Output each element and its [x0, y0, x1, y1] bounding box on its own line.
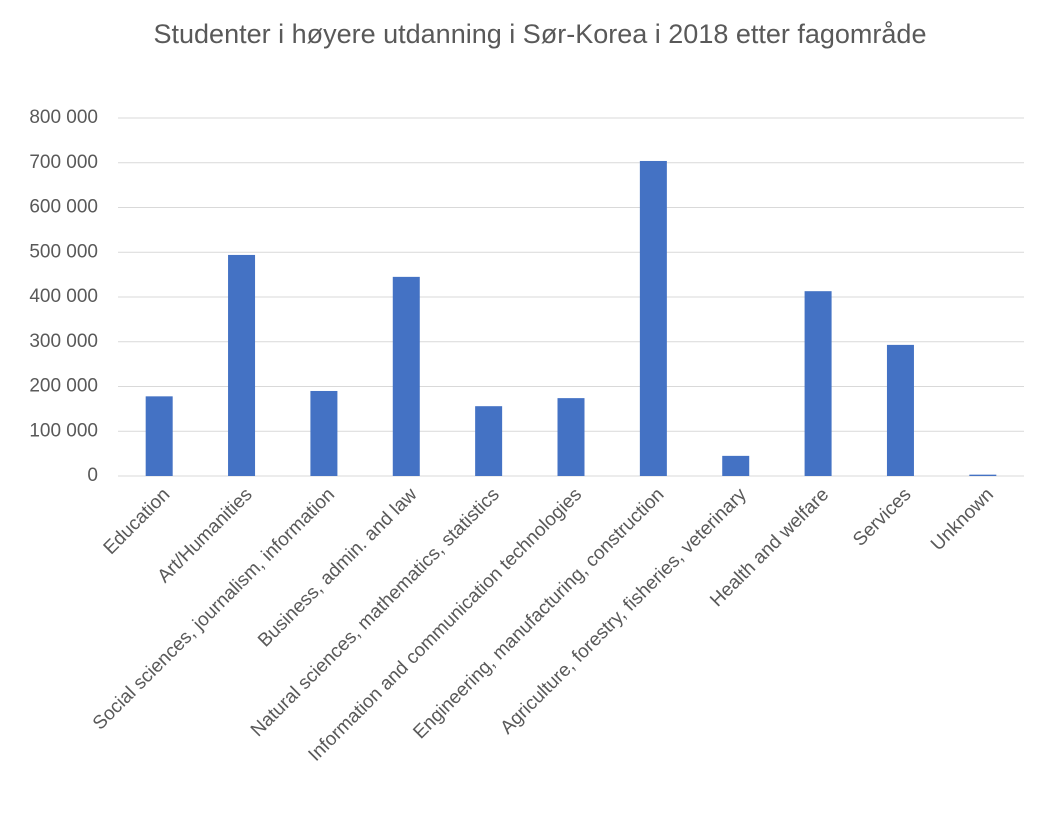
bar [804, 291, 832, 476]
bar [475, 406, 503, 476]
bar [557, 398, 585, 476]
y-tick-label: 0 [87, 465, 98, 486]
y-tick-label: 800 000 [29, 107, 98, 128]
bar [145, 396, 173, 476]
x-tick-label: Education [100, 484, 175, 559]
bar [228, 254, 256, 476]
x-tick-label: Services [849, 484, 915, 550]
y-tick-label: 600 000 [29, 197, 98, 218]
bar [310, 390, 338, 476]
y-tick-label: 500 000 [29, 241, 98, 262]
x-tick-label: Business, admin. and law [254, 484, 421, 651]
y-tick-label: 200 000 [29, 376, 98, 397]
x-tick-label: Unknown [927, 484, 998, 555]
bar [969, 474, 997, 476]
y-tick-label: 400 000 [29, 286, 98, 307]
bar [886, 344, 914, 476]
y-tick-label: 100 000 [29, 420, 98, 441]
chart-title: Studenter i høyere utdanning i Sør-Korea… [153, 19, 927, 49]
bar [639, 160, 667, 476]
y-tick-label: 700 000 [29, 152, 98, 173]
y-tick-label: 300 000 [29, 331, 98, 352]
bar [392, 276, 420, 476]
bar [722, 455, 750, 476]
